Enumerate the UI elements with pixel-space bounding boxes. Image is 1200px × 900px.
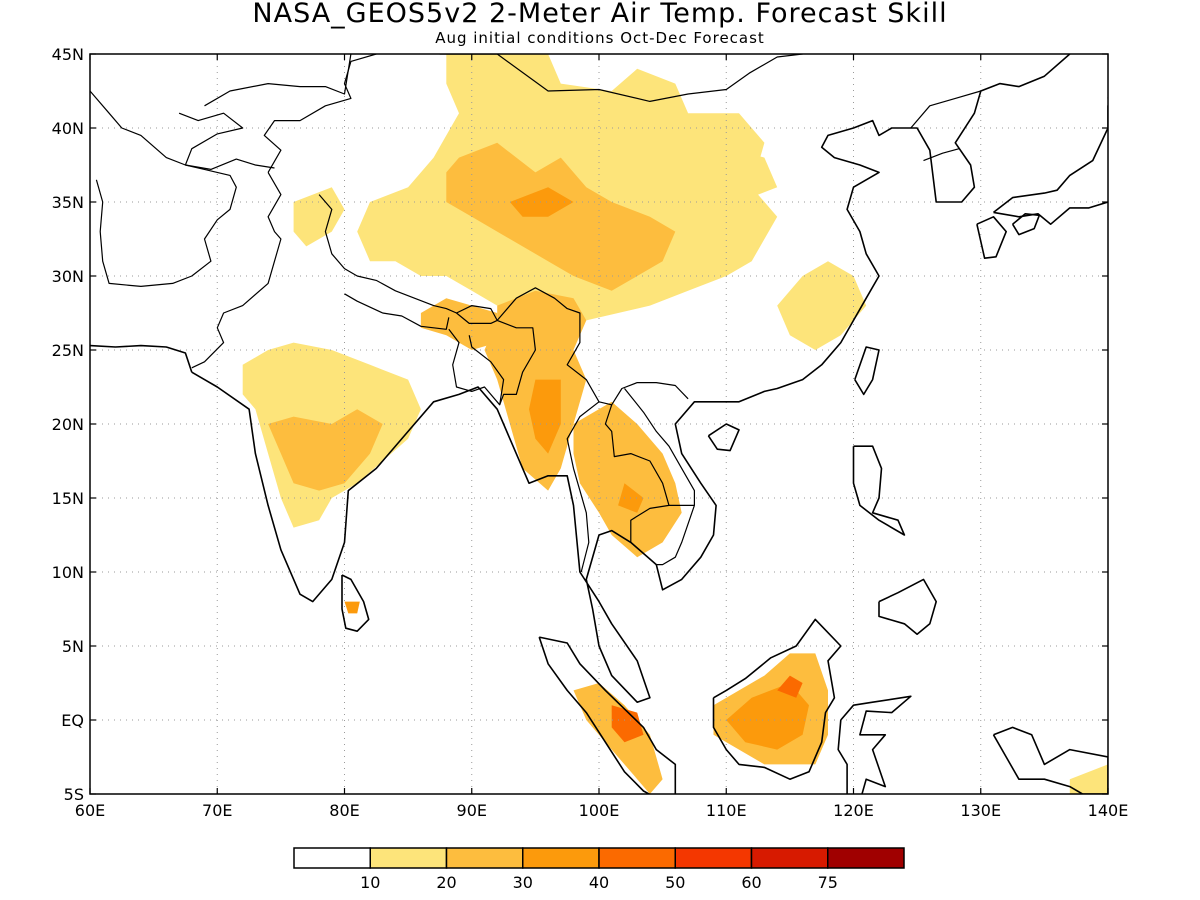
region-new-guinea-sw [1069,764,1108,794]
region-india-core [268,409,383,491]
border-india-china [318,194,689,406]
map-title: NASA_GEOS5v2 2-Meter Air Temp. Forecast … [252,0,948,29]
coast-sulawesi [837,695,912,794]
coast-new-guinea [992,726,1108,794]
lat-tick-label: 10N [52,563,84,582]
region-tibet-core [446,142,676,291]
region-mongolia-west [637,142,778,202]
colorbar-swatch [293,847,371,869]
map-subtitle: Aug initial conditions Oct-Dec Forecast [435,29,765,47]
colorbar-label: 50 [665,873,685,892]
colorbar-swatch [827,847,905,869]
coast-india-coast [191,54,1071,704]
coast-japan-kyushu [976,216,1008,260]
lon-tick-label: 140E [1088,801,1129,820]
region-indochina [573,401,682,558]
region-myanmar-core [529,379,561,454]
country-borders [90,54,981,573]
border-caspian-iran [90,90,237,287]
border-china-west [263,54,377,173]
lat-tick-label: 5S [64,785,84,804]
region-south-china-coast [777,261,867,350]
lon-tick-label: 120E [833,801,874,820]
axis-ticks: 60E 70E 80E 90E 100E 110E 120E 130E 140E 45N 40N 35… [52,45,1129,820]
lat-tick-label: 35N [52,193,84,212]
border-afghan-tajik [185,158,275,170]
lon-tick-label: 130E [960,801,1001,820]
region-kashmir [293,187,345,247]
skill-shading [242,54,1108,794]
colorbar: 10 20 30 40 50 60 75 [293,847,905,892]
lon-tick-label: 90E [457,801,487,820]
colorbar-label: 40 [589,873,609,892]
lat-tick-label: 25N [52,341,84,360]
border-nepal-south [344,293,450,330]
lon-tick-label: 60E [75,801,105,820]
region-sri-lanka [344,601,360,614]
coast-borneo-coast [712,618,842,781]
lat-tick-label: 40N [52,119,84,138]
border-bangladesh [448,328,505,406]
lat-tick-label: 45N [52,45,84,64]
colorbar-label: 20 [436,873,456,892]
border-pakistan-india [191,172,282,369]
colorbar-swatch [522,847,600,869]
colorbar-swatch [445,847,524,869]
coastlines [90,54,1108,794]
border-kazakh-kyrgyz [204,54,352,107]
coast-hainan [707,423,740,452]
border-thai-laos [604,404,670,506]
border-cambodia [630,504,696,566]
border-myanmar-thai [566,401,600,573]
coast-japan-hokkaido [1107,96,1108,100]
coast-sri-lanka-coast [341,574,370,633]
coast-taiwan [854,346,880,396]
coast-japan-honshu [993,105,1108,225]
colorbar-swatch [369,847,448,869]
region-sumatra-core [611,705,644,743]
colorbar-swatch [598,847,676,869]
lat-tick-label: EQ [61,711,84,730]
region-sumatra [573,683,663,794]
coast-sumatra-coast [538,636,677,794]
coast-philippines-luzon [852,445,906,536]
coast-india-west-coast [90,344,193,373]
border-laos-vietnam [624,388,696,506]
lon-tick-label: 110E [706,801,747,820]
lat-tick-label: 5N [62,637,84,656]
colorbar-label: 10 [360,873,380,892]
region-nepal-south [420,298,498,350]
colorbar-label: 30 [513,873,533,892]
border-uzbek-kyrgyz [178,112,244,166]
colorbar-label: 75 [818,873,838,892]
border-korea-dmz [923,148,960,162]
region-borneo-core [726,683,809,750]
lat-tick-label: 20N [52,415,84,434]
colorbar-label: 60 [741,873,761,892]
lon-tick-label: 80E [329,801,359,820]
colorbar-swatch [750,847,829,869]
region-tibet-peak [509,187,574,217]
lat-tick-label: 30N [52,267,84,286]
border-bhutan [456,312,498,324]
border-korea [910,90,981,129]
lon-tick-label: 100E [579,801,620,820]
border-china-mongolia [439,54,804,103]
coast-japan-shikoku [1011,213,1041,236]
coast-mindanao [878,578,938,636]
region-borneo-peak [777,675,803,698]
lat-tick-label: 15N [52,489,84,508]
colorbar-swatch [674,847,753,869]
border-india-myanmar [496,319,537,406]
lon-tick-label: 70E [202,801,232,820]
